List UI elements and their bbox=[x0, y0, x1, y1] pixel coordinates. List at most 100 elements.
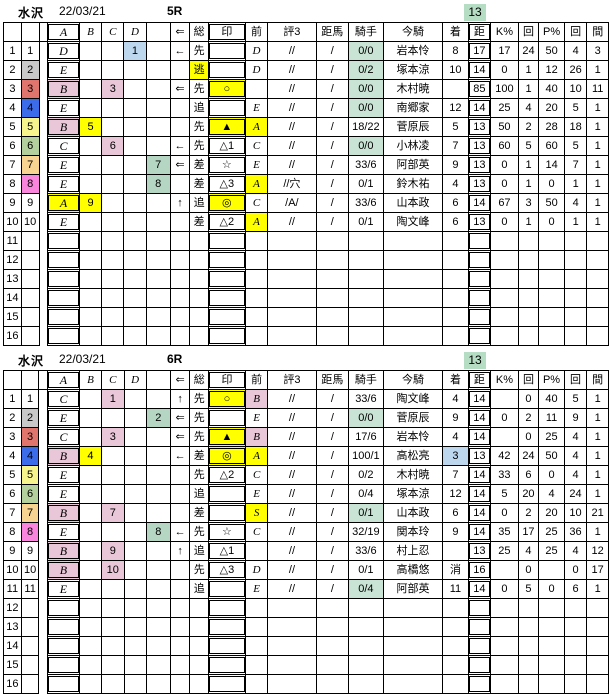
cell-k-percent[interactable]: 0 bbox=[490, 174, 519, 194]
cell-trend-arrow[interactable] bbox=[169, 617, 191, 637]
cell-prev-grade[interactable]: A bbox=[244, 174, 269, 194]
cell-grade-b-cell[interactable] bbox=[78, 408, 103, 428]
cell-grade-d-cell[interactable] bbox=[123, 465, 147, 485]
cell-trend-arrow[interactable]: ↑ bbox=[169, 389, 191, 409]
cell-grade-e-cell[interactable] bbox=[145, 579, 171, 599]
cell-jockey-stat[interactable]: 0/0 bbox=[348, 41, 384, 61]
cell-trend-arrow[interactable] bbox=[169, 307, 191, 327]
cell-jockey-name[interactable]: 山本政 bbox=[382, 503, 444, 523]
cell-grade-e-cell[interactable] bbox=[145, 231, 171, 251]
cell-grade-e-cell[interactable] bbox=[145, 674, 171, 694]
cell-k-percent[interactable]: 0 bbox=[490, 212, 519, 232]
cell-p-percent[interactable]: 60 bbox=[538, 136, 565, 156]
cell-trend-arrow[interactable] bbox=[169, 174, 191, 194]
cell-dist-horse[interactable] bbox=[315, 674, 350, 694]
cell-dist-horse[interactable] bbox=[315, 598, 350, 618]
cell-running-style[interactable] bbox=[189, 636, 209, 656]
cell-pick-mark[interactable] bbox=[208, 617, 246, 637]
cell-running-style[interactable]: 追 bbox=[189, 579, 209, 599]
cell-interval[interactable]: 1 bbox=[586, 389, 609, 409]
cell-eval3[interactable] bbox=[267, 636, 317, 656]
header-pick-mark[interactable]: 印 bbox=[207, 22, 246, 42]
cell-horse-number[interactable] bbox=[20, 250, 40, 270]
cell-grade-c-cell[interactable]: 10 bbox=[101, 560, 125, 580]
cell-distance-index[interactable]: 13 bbox=[467, 541, 492, 561]
cell-horse-number[interactable] bbox=[20, 636, 40, 656]
cell-grade-c-cell[interactable] bbox=[101, 212, 125, 232]
cell-eval3[interactable] bbox=[267, 288, 317, 308]
cell-trend-arrow[interactable] bbox=[169, 465, 191, 485]
cell-pick-mark[interactable] bbox=[207, 231, 246, 251]
cell-eval3[interactable]: // bbox=[267, 427, 317, 447]
cell-dist-horse[interactable]: / bbox=[315, 446, 350, 466]
cell-jockey-name[interactable] bbox=[382, 326, 444, 346]
cell-eval3[interactable] bbox=[267, 674, 317, 694]
cell-p-percent[interactable]: 40 bbox=[538, 389, 565, 409]
cell-interval[interactable]: 3 bbox=[586, 41, 609, 61]
cell-jockey-name[interactable]: 陶文峰 bbox=[382, 389, 444, 409]
cell-prev-grade[interactable]: S bbox=[244, 503, 269, 523]
cell-p-percent[interactable] bbox=[538, 326, 565, 346]
cell-k-count[interactable]: 1 bbox=[517, 60, 540, 80]
cell-running-style[interactable]: 差 bbox=[189, 212, 209, 232]
cell-jockey-name[interactable]: 岩本怜 bbox=[382, 41, 444, 61]
cell-prev-grade[interactable]: B bbox=[244, 389, 269, 409]
cell-grade-c-cell[interactable] bbox=[101, 655, 125, 675]
cell-grade-e-cell[interactable] bbox=[145, 98, 171, 118]
cell-horse-number[interactable]: 5 bbox=[20, 117, 40, 137]
cell-eval3[interactable]: /A/ bbox=[267, 193, 317, 213]
cell-interval[interactable] bbox=[586, 655, 609, 675]
cell-p-count[interactable]: 18 bbox=[563, 117, 588, 137]
cell-grade-c-cell[interactable] bbox=[101, 250, 125, 270]
cell-p-percent[interactable]: 11 bbox=[538, 408, 565, 428]
cell-grade-d-cell[interactable] bbox=[123, 484, 147, 504]
corner-passing-value[interactable]: 13 bbox=[464, 352, 486, 369]
cell-interval[interactable] bbox=[586, 269, 609, 289]
cell-interval[interactable]: 1 bbox=[586, 446, 609, 466]
cell-grade-e-cell[interactable] bbox=[145, 541, 171, 561]
cell-grade-e-cell[interactable] bbox=[145, 212, 171, 232]
cell-trend-arrow[interactable] bbox=[169, 326, 191, 346]
cell-horse-number[interactable]: 10 bbox=[20, 560, 40, 580]
cell-k-percent[interactable] bbox=[490, 598, 519, 618]
cell-running-style[interactable]: 先 bbox=[189, 41, 209, 61]
cell-horse-number[interactable]: 6 bbox=[20, 484, 40, 504]
cell-running-style[interactable]: 差 bbox=[189, 174, 209, 194]
header-grade-b-cell[interactable]: B bbox=[78, 22, 103, 42]
cell-distance-index[interactable]: 14 bbox=[467, 98, 492, 118]
cell-p-count[interactable]: 4 bbox=[563, 427, 588, 447]
cell-dist-horse[interactable]: / bbox=[315, 465, 350, 485]
cell-p-count[interactable] bbox=[563, 617, 588, 637]
cell-jockey-stat[interactable]: 18/22 bbox=[348, 117, 384, 137]
cell-k-count[interactable]: 1 bbox=[517, 212, 540, 232]
cell-interval[interactable] bbox=[586, 636, 609, 656]
cell-interval[interactable]: 1 bbox=[586, 136, 609, 156]
cell-grade-c-cell[interactable] bbox=[101, 117, 125, 137]
cell-jockey-name[interactable] bbox=[382, 617, 444, 637]
cell-grade-d-cell[interactable] bbox=[123, 60, 147, 80]
cell-running-style[interactable]: 差 bbox=[189, 155, 209, 175]
cell-interval[interactable]: 1 bbox=[586, 212, 609, 232]
cell-running-style[interactable]: 逃 bbox=[189, 60, 209, 80]
cell-eval3[interactable] bbox=[267, 598, 317, 618]
cell-grade-e-cell[interactable] bbox=[145, 655, 171, 675]
cell-jockey-name[interactable]: 山本政 bbox=[382, 193, 444, 213]
cell-horse-number[interactable]: 2 bbox=[20, 60, 40, 80]
cell-running-style[interactable]: 先 bbox=[189, 560, 209, 580]
cell-grade-e-cell[interactable] bbox=[145, 636, 171, 656]
cell-horse-number[interactable]: 9 bbox=[20, 541, 40, 561]
cell-dist-horse[interactable] bbox=[315, 269, 350, 289]
cell-horse-number[interactable]: 7 bbox=[20, 503, 40, 523]
cell-jockey-name[interactable]: 高橋悠 bbox=[382, 560, 444, 580]
cell-grade-c-cell[interactable] bbox=[101, 288, 125, 308]
cell-pick-mark[interactable] bbox=[208, 655, 246, 675]
cell-horse-number[interactable] bbox=[20, 598, 40, 618]
header-grade-b-cell[interactable]: B bbox=[78, 370, 103, 390]
cell-row-number[interactable]: 5 bbox=[3, 465, 22, 485]
cell-p-count[interactable] bbox=[563, 307, 588, 327]
cell-finish-position[interactable] bbox=[442, 79, 469, 99]
cell-grade-a-cell[interactable]: E bbox=[47, 60, 80, 80]
cell-eval3[interactable]: // bbox=[267, 155, 317, 175]
cell-horse-number[interactable]: 8 bbox=[20, 174, 40, 194]
cell-running-style[interactable] bbox=[189, 598, 209, 618]
